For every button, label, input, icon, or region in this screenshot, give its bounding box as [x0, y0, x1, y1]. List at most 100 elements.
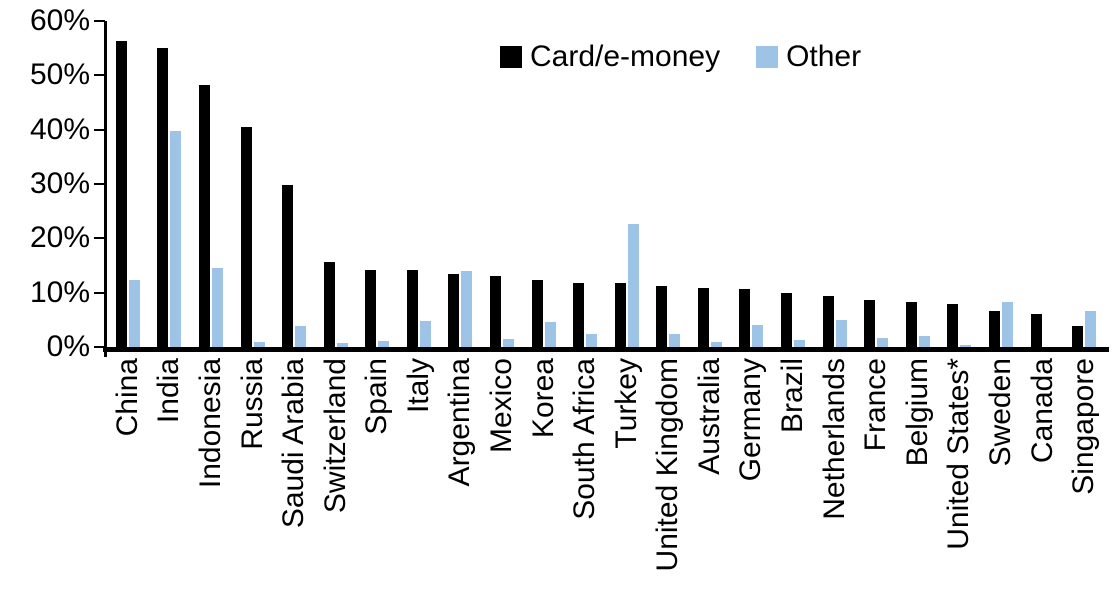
bar-group	[939, 21, 981, 347]
bar-other-sweden	[1001, 302, 1013, 347]
x-axis-label-cell: Australia	[689, 358, 731, 590]
x-axis-label-cell: Germany	[731, 358, 773, 590]
x-axis-label: Korea	[526, 358, 560, 439]
legend-item-card-e-money: Card/e-money	[500, 42, 720, 72]
bar-other-france	[877, 338, 889, 347]
x-axis-label: Switzerland	[318, 358, 352, 514]
x-axis-label-cell: Italy	[398, 358, 440, 590]
bar-card-e-money-korea	[531, 280, 543, 347]
bar-group	[315, 21, 357, 347]
y-axis-tick-label: 0%	[46, 330, 90, 363]
y-axis-tick-label: 10%	[29, 275, 90, 309]
bar-card-e-money-france	[864, 300, 876, 347]
x-axis-label-cell: Brazil	[772, 358, 814, 590]
y-axis-line	[104, 21, 107, 357]
y-axis-tick	[94, 20, 105, 22]
x-axis-label: Saudi Arabia	[277, 358, 311, 529]
legend-swatch-other-icon	[756, 46, 779, 68]
x-axis-label: Sweden	[983, 358, 1017, 467]
x-axis-label: Germany	[734, 358, 768, 482]
x-axis-label-cell: Singapore	[1063, 358, 1105, 590]
y-axis-tick-label: 30%	[29, 167, 90, 200]
y-axis-tick-label: 50%	[29, 58, 90, 92]
x-axis-label: Australia	[692, 358, 726, 475]
bar-other-singapore	[1085, 311, 1097, 347]
legend-swatch-card-e-money-icon	[500, 46, 522, 68]
bar-group	[1063, 21, 1105, 347]
bar-card-e-money-united-states-	[947, 304, 959, 347]
bar-card-e-money-italy	[406, 270, 418, 347]
bar-other-switzerland	[336, 343, 348, 347]
x-axis-label: Singapore	[1067, 358, 1101, 495]
y-axis-tick	[94, 291, 105, 294]
x-axis-label-cell: Sweden	[980, 358, 1022, 590]
y-axis-tick-label: 20%	[29, 221, 90, 255]
bar-card-e-money-singapore	[1072, 326, 1084, 347]
x-axis-label-cell: Saudi Arabia	[273, 358, 315, 590]
y-axis-tick	[94, 128, 105, 131]
bar-group	[980, 21, 1022, 347]
bar-card-e-money-indonesia	[198, 85, 210, 347]
x-axis-label-cell: Russia	[232, 358, 274, 590]
y-axis-tick	[94, 74, 105, 77]
bar-card-e-money-brazil	[781, 293, 793, 347]
bar-group	[814, 21, 856, 347]
x-axis-label: Netherlands	[817, 358, 851, 520]
bar-other-south-africa	[586, 334, 598, 347]
bar-group	[689, 21, 731, 347]
bar-other-turkey	[627, 224, 639, 347]
bar-group	[855, 21, 897, 347]
y-axis-tick	[94, 346, 105, 348]
x-axis-label-cell: Canada	[1022, 358, 1064, 590]
x-axis-line	[103, 347, 1109, 352]
x-axis-label-cell: Belgium	[897, 358, 939, 590]
x-axis-label-cell: France	[855, 358, 897, 590]
x-axis-label: Canada	[1025, 358, 1059, 464]
bar-group	[398, 21, 440, 347]
x-axis-label: Brazil	[776, 358, 810, 434]
x-axis-label: Italy	[401, 358, 435, 414]
bar-other-belgium	[918, 336, 930, 347]
bar-other-italy	[419, 321, 431, 347]
bar-other-australia	[710, 342, 722, 347]
bar-card-e-money-saudi-arabia	[282, 185, 294, 347]
bar-group	[648, 21, 690, 347]
bar-other-china	[128, 280, 140, 347]
x-axis-label-cell: United States*	[939, 358, 981, 590]
chart-legend: Card/e-money Other	[500, 42, 861, 72]
bar-other-spain	[378, 341, 390, 347]
x-axis-label: Spain	[360, 358, 394, 435]
x-axis-label: Argentina	[443, 358, 477, 487]
x-axis-label-cell: South Africa	[564, 358, 606, 590]
bar-other-indonesia	[211, 268, 223, 347]
bar-other-argentina	[461, 271, 473, 347]
bar-other-netherlands	[835, 320, 847, 347]
x-axis-label-cell: Spain	[356, 358, 398, 590]
bar-group	[356, 21, 398, 347]
bar-card-e-money-turkey	[614, 283, 626, 347]
y-axis-tick-label: 60%	[29, 4, 90, 37]
bar-card-e-money-argentina	[448, 274, 460, 347]
bar-group	[897, 21, 939, 347]
bar-group	[523, 21, 565, 347]
bar-card-e-money-south-africa	[573, 283, 585, 347]
x-axis-label: Indonesia	[193, 358, 227, 489]
x-axis-label: United Kingdom	[651, 358, 685, 572]
bar-card-e-money-china	[115, 41, 127, 347]
bar-other-united-kingdom	[669, 334, 681, 347]
x-axis-label: India	[152, 358, 186, 424]
x-axis-label: Russia	[235, 358, 269, 450]
y-axis-tick	[94, 237, 105, 240]
bar-group	[564, 21, 606, 347]
plot-area	[107, 21, 1105, 347]
x-axis-label: Mexico	[484, 358, 518, 454]
x-axis-label: United States*	[942, 358, 976, 550]
x-axis-label-cell: Korea	[523, 358, 565, 590]
bar-other-saudi-arabia	[295, 326, 307, 347]
legend-label-card-e-money: Card/e-money	[530, 40, 721, 73]
bar-card-e-money-belgium	[905, 302, 917, 347]
bar-card-e-money-canada	[1030, 314, 1042, 347]
bar-group	[190, 21, 232, 347]
bar-other-mexico	[502, 339, 514, 347]
